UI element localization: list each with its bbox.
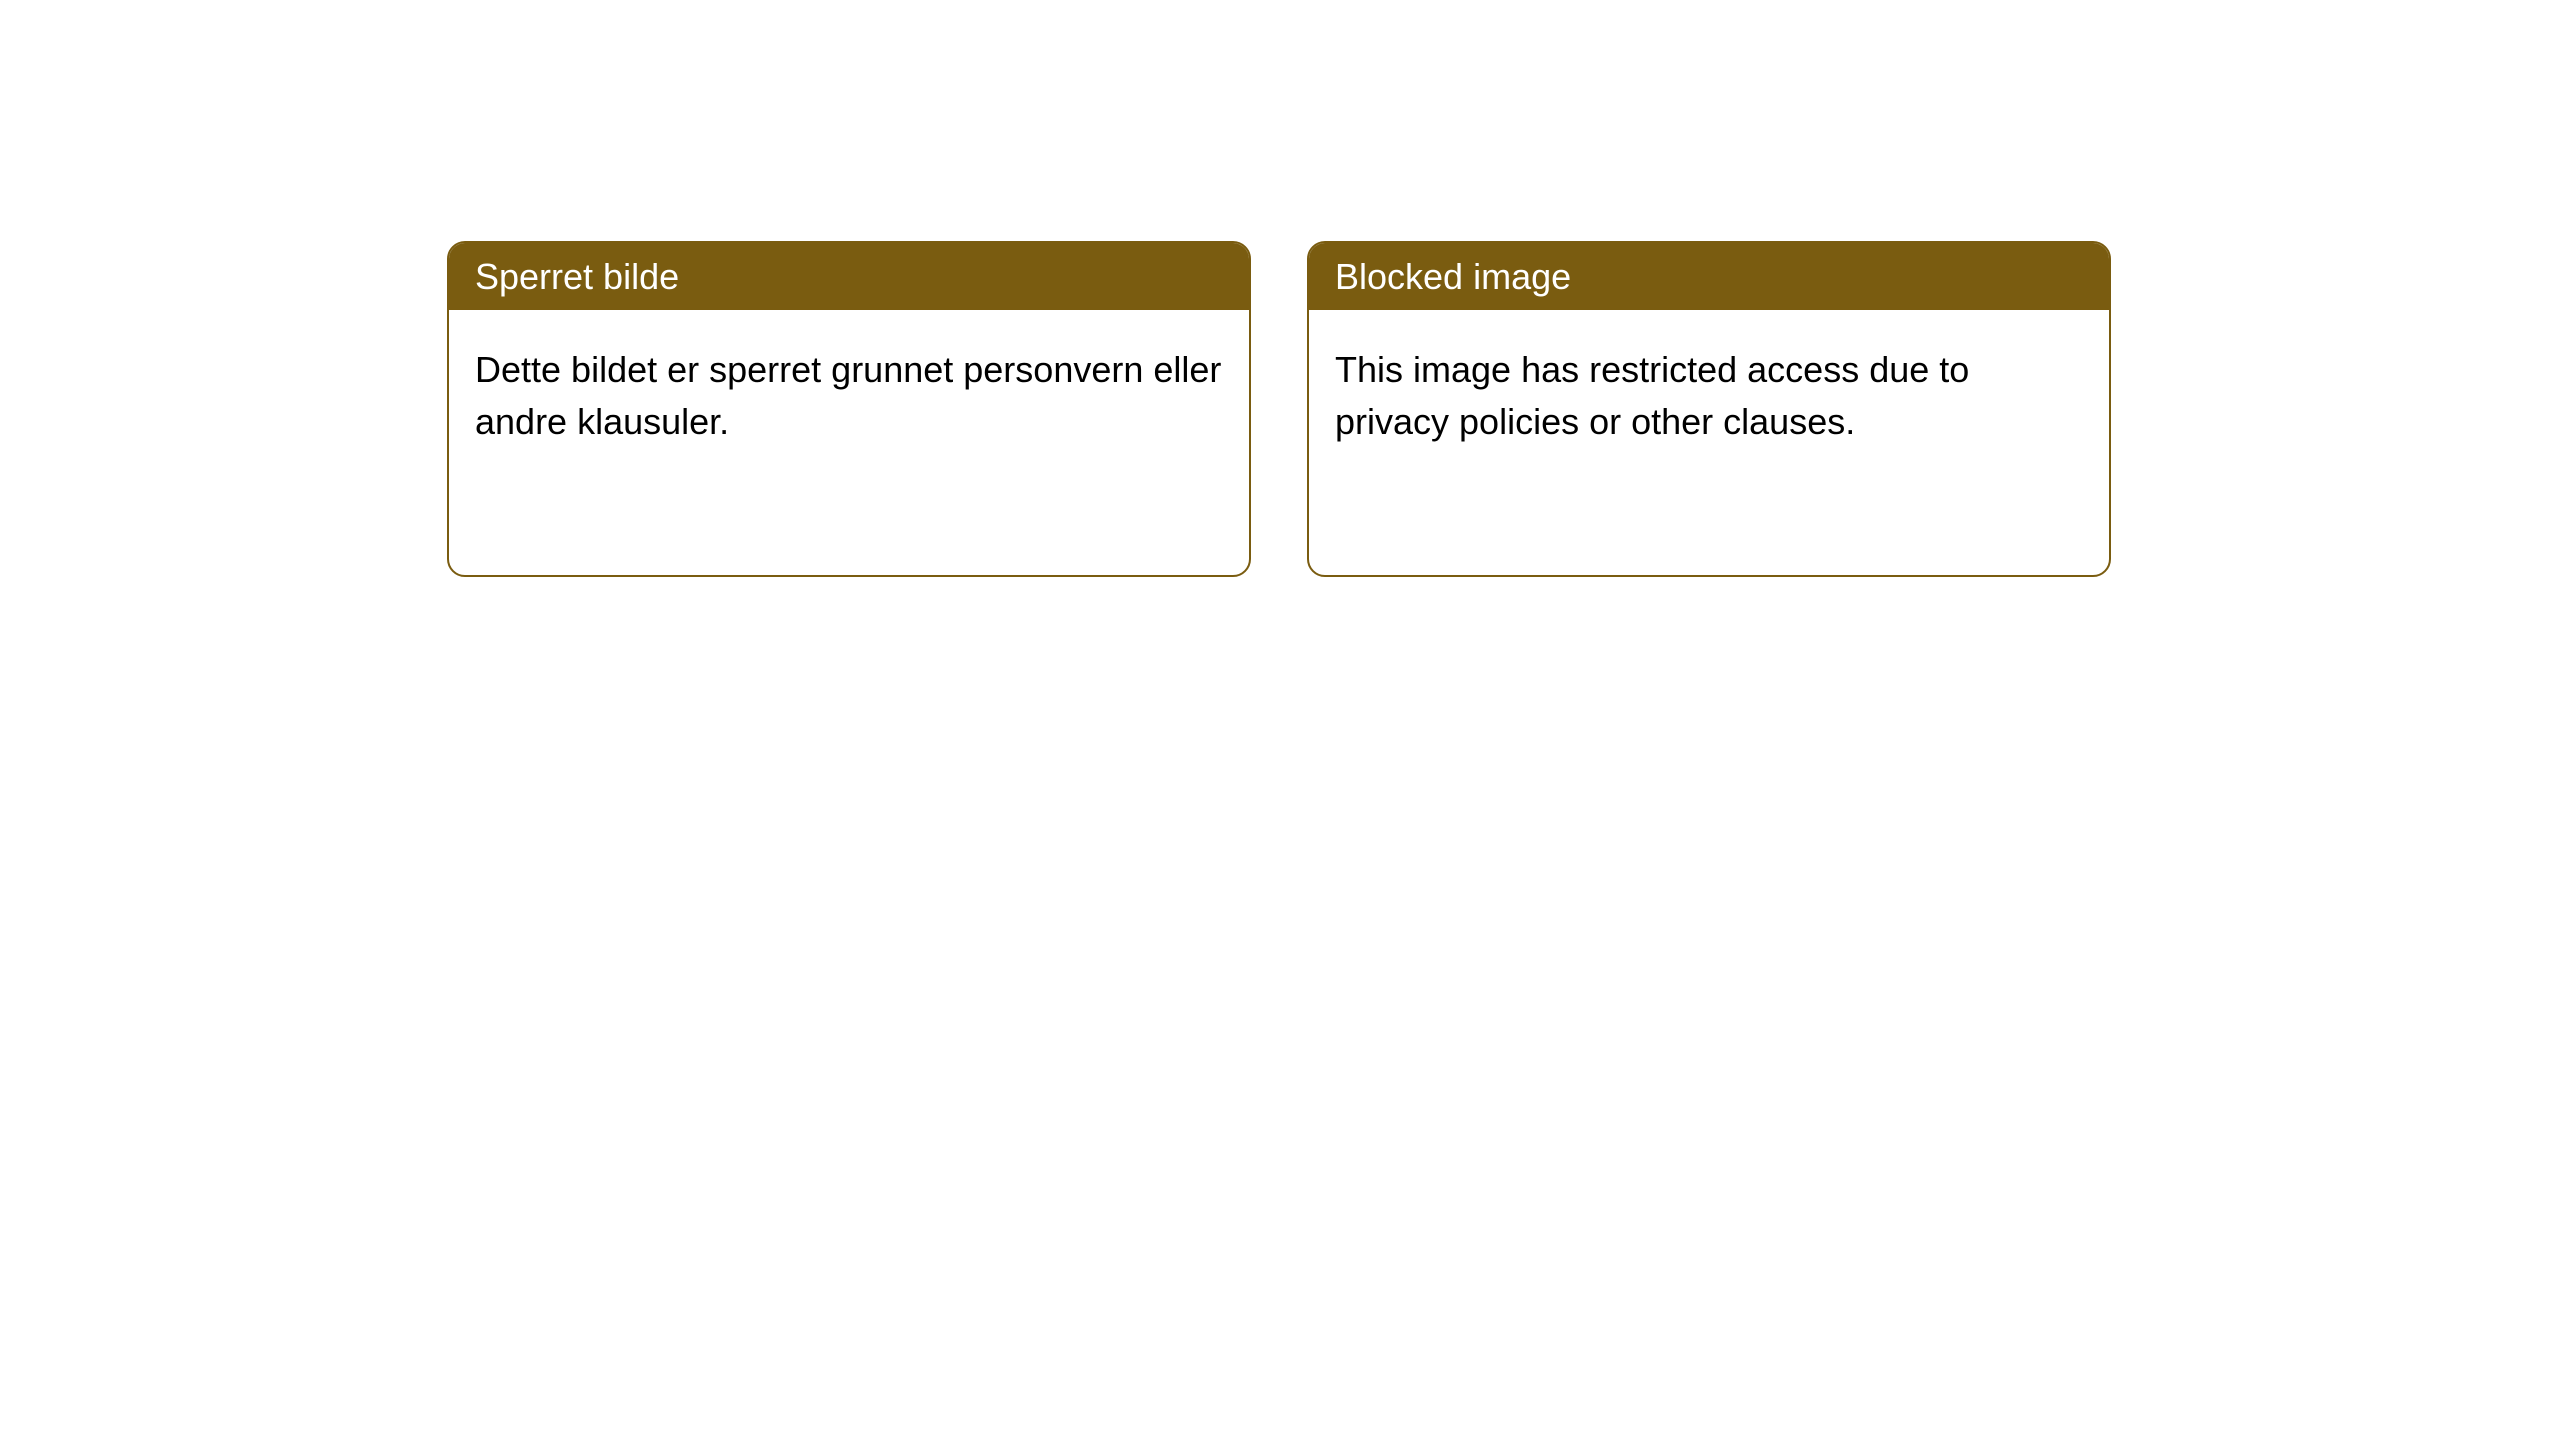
notice-box-english: Blocked image This image has restricted … [1307,241,2111,577]
notice-box-norwegian: Sperret bilde Dette bildet er sperret gr… [447,241,1251,577]
notice-title: Sperret bilde [475,256,679,297]
notice-title: Blocked image [1335,256,1571,297]
notice-body: Dette bildet er sperret grunnet personve… [449,310,1249,482]
notice-body: This image has restricted access due to … [1309,310,2109,482]
notice-container: Sperret bilde Dette bildet er sperret gr… [447,241,2111,577]
notice-header: Sperret bilde [449,243,1249,310]
notice-body-text: This image has restricted access due to … [1335,349,1969,442]
notice-header: Blocked image [1309,243,2109,310]
notice-body-text: Dette bildet er sperret grunnet personve… [475,349,1221,442]
